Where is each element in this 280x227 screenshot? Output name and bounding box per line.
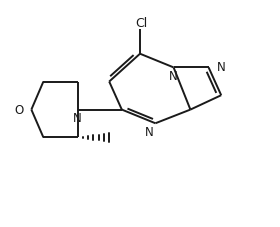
Text: N: N bbox=[73, 111, 82, 124]
Text: O: O bbox=[14, 104, 24, 117]
Text: N: N bbox=[216, 60, 225, 74]
Text: N: N bbox=[145, 126, 154, 138]
Text: N: N bbox=[169, 69, 178, 82]
Text: Cl: Cl bbox=[135, 17, 148, 30]
